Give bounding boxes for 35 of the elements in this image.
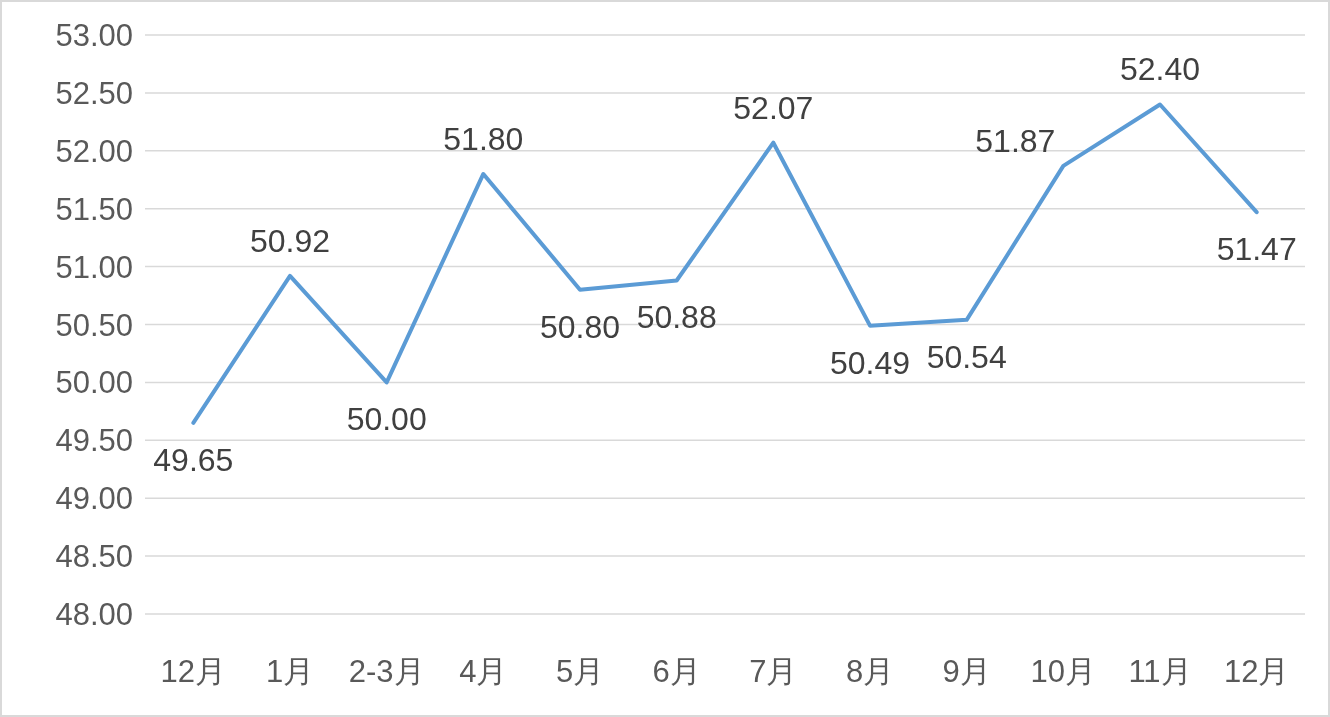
data-label: 50.88 xyxy=(636,299,717,336)
y-tick-label: 51.50 xyxy=(55,191,133,227)
y-tick-label: 48.00 xyxy=(55,597,133,632)
data-label: 50.00 xyxy=(346,401,427,438)
y-tick-label: 49.00 xyxy=(55,481,133,517)
x-tick-label: 7月 xyxy=(749,654,798,689)
data-label: 51.47 xyxy=(1216,231,1297,268)
x-tick-label: 2-3月 xyxy=(348,654,425,689)
x-tick-label: 4月 xyxy=(459,654,508,689)
data-label: 50.54 xyxy=(926,338,1007,375)
y-tick-label: 51.00 xyxy=(55,249,133,285)
y-tick-label: 49.50 xyxy=(55,423,133,459)
data-label: 51.80 xyxy=(443,120,524,157)
x-tick-label: 6月 xyxy=(652,654,701,689)
y-tick-label: 52.50 xyxy=(55,75,133,111)
y-tick-label: 50.00 xyxy=(55,365,133,401)
y-tick-label: 53.00 xyxy=(55,18,133,53)
x-tick-label: 12月 xyxy=(160,654,227,689)
y-tick-label: 50.50 xyxy=(55,307,133,343)
data-label: 50.49 xyxy=(829,344,911,381)
y-tick-label: 52.00 xyxy=(55,133,133,169)
x-tick-label: 12月 xyxy=(1223,654,1290,689)
data-label: 52.40 xyxy=(1119,51,1201,88)
y-tick-label: 48.50 xyxy=(55,539,133,575)
x-tick-label: 1月 xyxy=(265,654,315,689)
data-label: 50.80 xyxy=(539,308,621,345)
x-tick-label: 8月 xyxy=(845,654,895,689)
x-tick-label: 11月 xyxy=(1128,654,1192,689)
data-label: 50.92 xyxy=(249,222,331,259)
x-tick-label: 9月 xyxy=(942,654,991,689)
x-tick-label: 10月 xyxy=(1030,654,1097,689)
data-label: 51.87 xyxy=(975,122,1056,159)
x-tick-label: 5月 xyxy=(555,654,605,689)
data-label: 49.65 xyxy=(153,441,234,478)
data-label: 52.07 xyxy=(733,89,814,126)
